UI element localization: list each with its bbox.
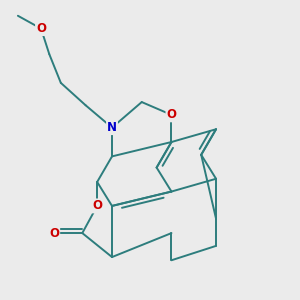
Text: O: O (167, 108, 176, 121)
Text: N: N (107, 121, 117, 134)
Text: O: O (49, 226, 59, 240)
Text: O: O (92, 200, 102, 212)
Text: O: O (36, 22, 46, 35)
